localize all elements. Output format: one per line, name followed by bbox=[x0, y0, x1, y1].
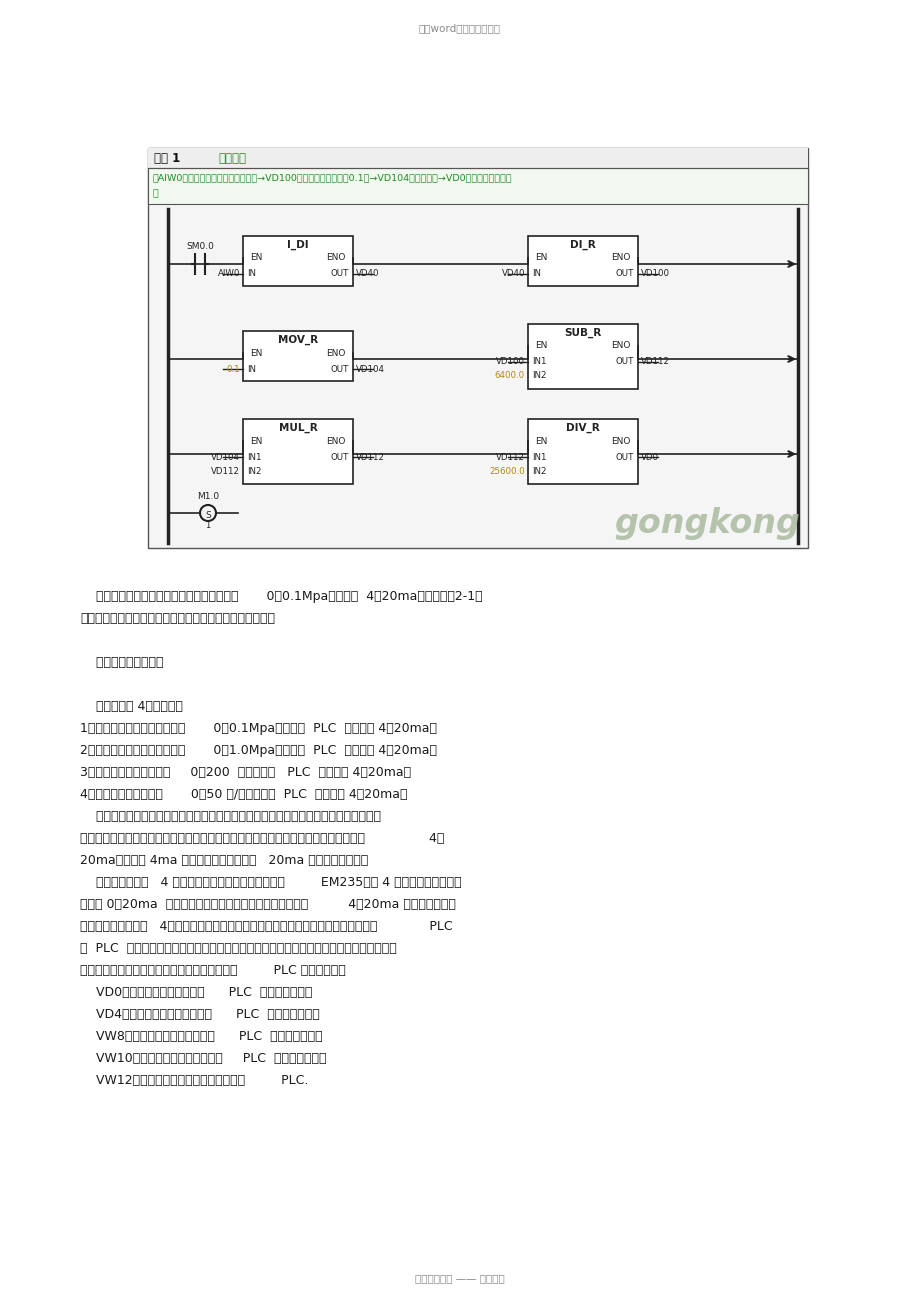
Text: VD104: VD104 bbox=[356, 365, 384, 374]
Text: 20ma，即输入 4ma 时，电动阀关门，输入   20ma 时，电动阀全开；: 20ma，即输入 4ma 时，电动阀关门，输入 20ma 时，电动阀全开； bbox=[80, 853, 368, 866]
Text: 某设备装有 4种传感器：: 某设备装有 4种传感器： bbox=[80, 700, 183, 713]
Text: ）: ） bbox=[153, 189, 159, 198]
Text: SM0.0: SM0.0 bbox=[186, 242, 214, 251]
Text: EN: EN bbox=[250, 254, 262, 262]
Text: OUT: OUT bbox=[330, 365, 348, 374]
Text: M1.0: M1.0 bbox=[197, 493, 219, 500]
Text: ENO: ENO bbox=[326, 254, 346, 262]
Bar bbox=[243, 236, 353, 285]
Text: AIW0: AIW0 bbox=[218, 270, 240, 279]
Text: 以实数运算编写的转换程序，可作为一个子程序进行调用；: 以实数运算编写的转换程序，可作为一个子程序进行调用； bbox=[80, 612, 275, 625]
Bar bbox=[528, 420, 637, 483]
Text: MOV_R: MOV_R bbox=[278, 335, 318, 345]
Text: 要求用触摸屏显示这   4种信号的时时状态值，并在触摸屏上设置把握的温度参数，传给             PLC: 要求用触摸屏显示这 4种信号的时时状态值，并在触摸屏上设置把握的温度参数，传给 … bbox=[80, 920, 452, 933]
Text: IN2: IN2 bbox=[531, 466, 546, 476]
Text: EN: EN bbox=[535, 437, 547, 446]
Text: VD112: VD112 bbox=[495, 452, 525, 461]
Bar bbox=[528, 236, 637, 285]
Text: 25600.0: 25600.0 bbox=[489, 466, 525, 476]
Text: IN1: IN1 bbox=[246, 452, 261, 461]
Text: 对触摸屏的编程设计不予表达，只供应触摸屏与         PLC 的通讯变量；: 对触摸屏的编程设计不予表达，只供应触摸屏与 PLC 的通讯变量； bbox=[80, 964, 346, 977]
Text: ENO: ENO bbox=[611, 437, 630, 446]
Text: VD100: VD100 bbox=[641, 270, 669, 279]
Text: VW8：为蒸汽温度值显示区，由      PLC  传送给触摸屏；: VW8：为蒸汽温度值显示区，由 PLC 传送给触摸屏； bbox=[80, 1029, 323, 1042]
Text: 3、温度传感器，量程为：     0～200  度；输出给   PLC  的信号为 4～20ma；: 3、温度传感器，量程为： 0～200 度；输出给 PLC 的信号为 4～20ma… bbox=[80, 766, 411, 779]
Text: VD112: VD112 bbox=[356, 452, 384, 461]
Text: 使  PLC  按此值进行温度把握；由于本文重点是表达有关模拟量的输入与输出的编程设计，: 使 PLC 按此值进行温度把握；由于本文重点是表达有关模拟量的输入与输出的编程设… bbox=[80, 942, 396, 955]
Text: 四，编程实例及解析: 四，编程实例及解析 bbox=[80, 655, 164, 668]
Text: 实数运算: 实数运算 bbox=[218, 151, 245, 164]
Text: OUT: OUT bbox=[615, 270, 633, 279]
Text: 名师归纳总结 —— 优选下载: 名师归纳总结 —— 优选下载 bbox=[414, 1273, 505, 1283]
Text: VD40: VD40 bbox=[356, 270, 380, 279]
Text: IN: IN bbox=[246, 270, 255, 279]
Text: ENO: ENO bbox=[611, 341, 630, 351]
Bar bbox=[243, 331, 353, 380]
Text: 0.1: 0.1 bbox=[226, 365, 240, 374]
Text: VD104: VD104 bbox=[210, 452, 240, 461]
Text: VD112: VD112 bbox=[641, 357, 669, 366]
Text: VD0：为真空压力显示区，由      PLC  传送给触摸屏；: VD0：为真空压力显示区，由 PLC 传送给触摸屏； bbox=[80, 986, 312, 999]
Text: 6400.0: 6400.0 bbox=[494, 371, 525, 380]
Text: 将AIW0（真空压力值）转换为实数值→VD100，将空压力最大值（0.1）→VD104，运算结果→VD0（真空压力显示区: 将AIW0（真空压力值）转换为实数值→VD100，将空压力最大值（0.1）→VD… bbox=[153, 173, 512, 182]
Text: IN1: IN1 bbox=[531, 452, 546, 461]
Text: MUL_R: MUL_R bbox=[278, 423, 317, 433]
Text: VW10：为电机转速值显示区，由     PLC  传送给触摸屏；: VW10：为电机转速值显示区，由 PLC 传送给触摸屏； bbox=[80, 1052, 326, 1065]
Text: 为此选用了含有   4 路模拟输入和一路模拟输出的模块         EM235；其 4 路模拟量输入信号皆: 为此选用了含有 4 路模拟输入和一路模拟输出的模块 EM235；其 4 路模拟量… bbox=[80, 876, 461, 889]
Text: S: S bbox=[205, 512, 210, 520]
Text: 设定为 0～20ma  电流输入模式，一路模拟量输出信号设定为          4～20ma 电流输出模式；: 设定为 0～20ma 电流输入模式，一路模拟量输出信号设定为 4～20ma 电流… bbox=[80, 898, 456, 911]
Text: EN: EN bbox=[250, 437, 262, 446]
Text: DI_R: DI_R bbox=[570, 240, 596, 250]
Text: 该梯形图是对一个真空压力变送器（量程：       0～0.1Mpa，输出：  4～20ma）按公式（2-1）: 该梯形图是对一个真空压力变送器（量程： 0～0.1Mpa，输出： 4～20ma）… bbox=[80, 590, 482, 603]
Bar bbox=[148, 149, 807, 549]
Text: ENO: ENO bbox=[326, 437, 346, 446]
Bar bbox=[528, 324, 637, 390]
Text: ENO: ENO bbox=[326, 348, 346, 357]
Text: OUT: OUT bbox=[330, 452, 348, 461]
Bar bbox=[243, 420, 353, 483]
Text: gongkong: gongkong bbox=[614, 507, 800, 539]
Text: VD100: VD100 bbox=[495, 357, 525, 366]
Text: 1: 1 bbox=[205, 521, 210, 530]
Text: 网络 1: 网络 1 bbox=[153, 151, 180, 164]
Text: IN2: IN2 bbox=[531, 371, 546, 380]
Text: VW12：设定温度值区，由触摸屏传送给         PLC.: VW12：设定温度值区，由触摸屏传送给 PLC. bbox=[80, 1074, 308, 1087]
Text: 该设备用蒸汽对其罐体加热，并对温度要求按设定的温度值进行温度把握；把握方式采: 该设备用蒸汽对其罐体加热，并对温度要求按设定的温度值进行温度把握；把握方式采 bbox=[80, 810, 380, 823]
Text: IN1: IN1 bbox=[531, 357, 546, 366]
Bar bbox=[148, 149, 807, 168]
Text: EN: EN bbox=[535, 254, 547, 262]
Bar bbox=[148, 168, 807, 205]
Text: OUT: OUT bbox=[615, 357, 633, 366]
Text: EN: EN bbox=[535, 341, 547, 351]
Text: EN: EN bbox=[250, 348, 262, 357]
Text: VD112: VD112 bbox=[210, 466, 240, 476]
Text: VD40: VD40 bbox=[501, 270, 525, 279]
Text: VD0: VD0 bbox=[641, 452, 658, 461]
Text: IN2: IN2 bbox=[246, 466, 261, 476]
Text: 2、蒸汽压力传感器，量程为：       0～1.0Mpa；输出给  PLC  的信号为 4～20ma；: 2、蒸汽压力传感器，量程为： 0～1.0Mpa；输出给 PLC 的信号为 4～2… bbox=[80, 744, 437, 757]
Text: I_DI: I_DI bbox=[287, 240, 309, 250]
Text: OUT: OUT bbox=[615, 452, 633, 461]
Text: SUB_R: SUB_R bbox=[563, 328, 601, 339]
Text: 精品word学习资料可编辑: 精品word学习资料可编辑 bbox=[418, 23, 501, 33]
Text: 1、真空压力传感器，量程为：       0～0.1Mpa；输出给  PLC  的信号为 4～20ma；: 1、真空压力传感器，量程为： 0～0.1Mpa；输出给 PLC 的信号为 4～2… bbox=[80, 722, 437, 735]
Text: ENO: ENO bbox=[611, 254, 630, 262]
Text: IN: IN bbox=[531, 270, 540, 279]
Text: 用自动调整电动阀开门角度的大小来转变加热管道的蒸汽的流量；电动阀的把握信号为                4～: 用自动调整电动阀开门角度的大小来转变加热管道的蒸汽的流量；电动阀的把握信号为 4… bbox=[80, 833, 444, 846]
Text: 4、电机转速，量程为：       0～50 转/秒；输出给  PLC  的信号为 4～20ma；: 4、电机转速，量程为： 0～50 转/秒；输出给 PLC 的信号为 4～20ma… bbox=[80, 788, 407, 801]
Text: OUT: OUT bbox=[330, 270, 348, 279]
Text: VD4：为蒸汽压力值显示区，由      PLC  传送给触摸屏；: VD4：为蒸汽压力值显示区，由 PLC 传送给触摸屏； bbox=[80, 1009, 320, 1022]
Text: DIV_R: DIV_R bbox=[565, 423, 599, 433]
Text: IN: IN bbox=[246, 365, 255, 374]
